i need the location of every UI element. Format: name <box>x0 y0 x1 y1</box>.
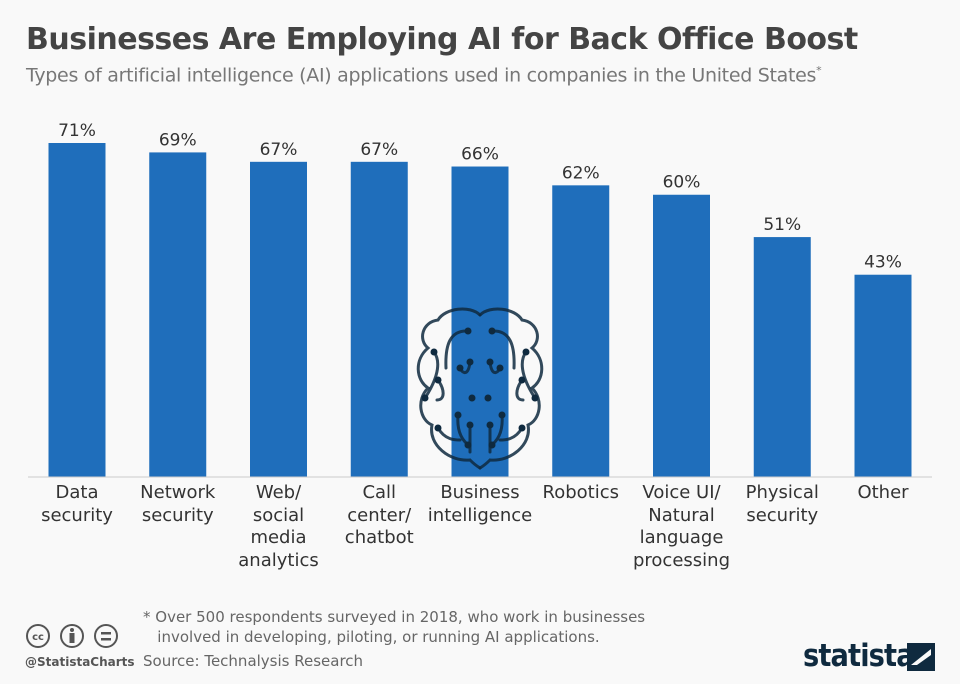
category-label-line: language <box>639 527 724 548</box>
category-label: Robotics <box>526 482 636 505</box>
data-label: 51% <box>763 215 801 235</box>
statista-logo-icon <box>907 643 935 671</box>
data-label: 43% <box>864 253 902 273</box>
bar-5 <box>552 185 610 478</box>
category-label: Data security <box>22 482 132 527</box>
category-label-line: Other <box>857 482 909 503</box>
twitter-handle[interactable]: @StatistaCharts <box>25 655 135 669</box>
category-label: Call center/chatbot <box>324 482 434 550</box>
category-label-line: chatbot <box>344 527 414 548</box>
category-label-line: processing <box>632 549 730 571</box>
svg-text:cc: cc <box>32 632 44 643</box>
category-label-line: social <box>252 504 305 526</box>
data-label: 69% <box>159 130 197 150</box>
category-label-line: security <box>41 504 113 526</box>
category-label-line: Business <box>440 482 520 503</box>
category-label-line: Natural <box>648 504 715 526</box>
data-label: 62% <box>562 163 600 183</box>
subtitle-footnote-mark: * <box>816 64 822 77</box>
data-label: 67% <box>260 140 298 160</box>
category-label: Web/social media analytics <box>224 482 334 572</box>
subtitle-text: Types of artificial intelligence (AI) ap… <box>26 64 817 87</box>
creative-commons-icon: cc <box>26 624 50 648</box>
footnote: * Over 500 respondents surveyed in 2018,… <box>143 608 646 646</box>
bar-7 <box>753 237 811 477</box>
brain-circuit-icon <box>416 307 544 470</box>
data-label: 67% <box>360 140 398 160</box>
category-label: Business intelligence <box>425 482 535 527</box>
bar-3 <box>350 161 408 477</box>
category-label-line: security <box>141 504 214 526</box>
category-label-line: Physical <box>745 482 819 503</box>
category-label: Physical security <box>727 482 837 527</box>
license-icons: cc <box>26 624 118 648</box>
attribution-icon <box>60 624 84 648</box>
data-label: 71% <box>58 121 96 141</box>
category-label-line: center/ <box>347 504 412 526</box>
bar-2 <box>250 161 307 477</box>
category-label-line: analytics <box>238 549 319 571</box>
chart-title: Businesses Are Employing AI for Back Off… <box>26 22 858 57</box>
category-label-line: Network <box>140 482 216 503</box>
bar-8 <box>854 274 912 477</box>
bar-1 <box>149 152 207 477</box>
bar-4 <box>451 166 509 478</box>
category-label: Other <box>828 482 938 505</box>
category-label-line: Data <box>55 482 99 503</box>
category-label-line: Voice UI/ <box>642 482 721 503</box>
source-text: Source: Technalysis Research <box>143 652 364 670</box>
category-label: Network security <box>123 482 233 527</box>
data-label: 60% <box>663 173 701 193</box>
bar-0 <box>48 143 106 477</box>
statista-logo[interactable]: statista <box>803 638 915 674</box>
category-label-line: intelligence <box>427 504 533 526</box>
category-label-line: Robotics <box>542 482 619 503</box>
no-derivatives-icon <box>94 624 118 648</box>
category-label-line: Call <box>362 482 397 503</box>
category-label-line: media <box>250 527 307 548</box>
chart-subtitle: Types of artificial intelligence (AI) ap… <box>26 64 822 87</box>
bar-6 <box>653 194 710 478</box>
category-label-line: security <box>746 504 819 526</box>
data-label: 66% <box>461 145 499 165</box>
category-label-line: Web/ <box>255 482 302 503</box>
category-label: Voice UI/Natural language processing <box>627 482 737 572</box>
